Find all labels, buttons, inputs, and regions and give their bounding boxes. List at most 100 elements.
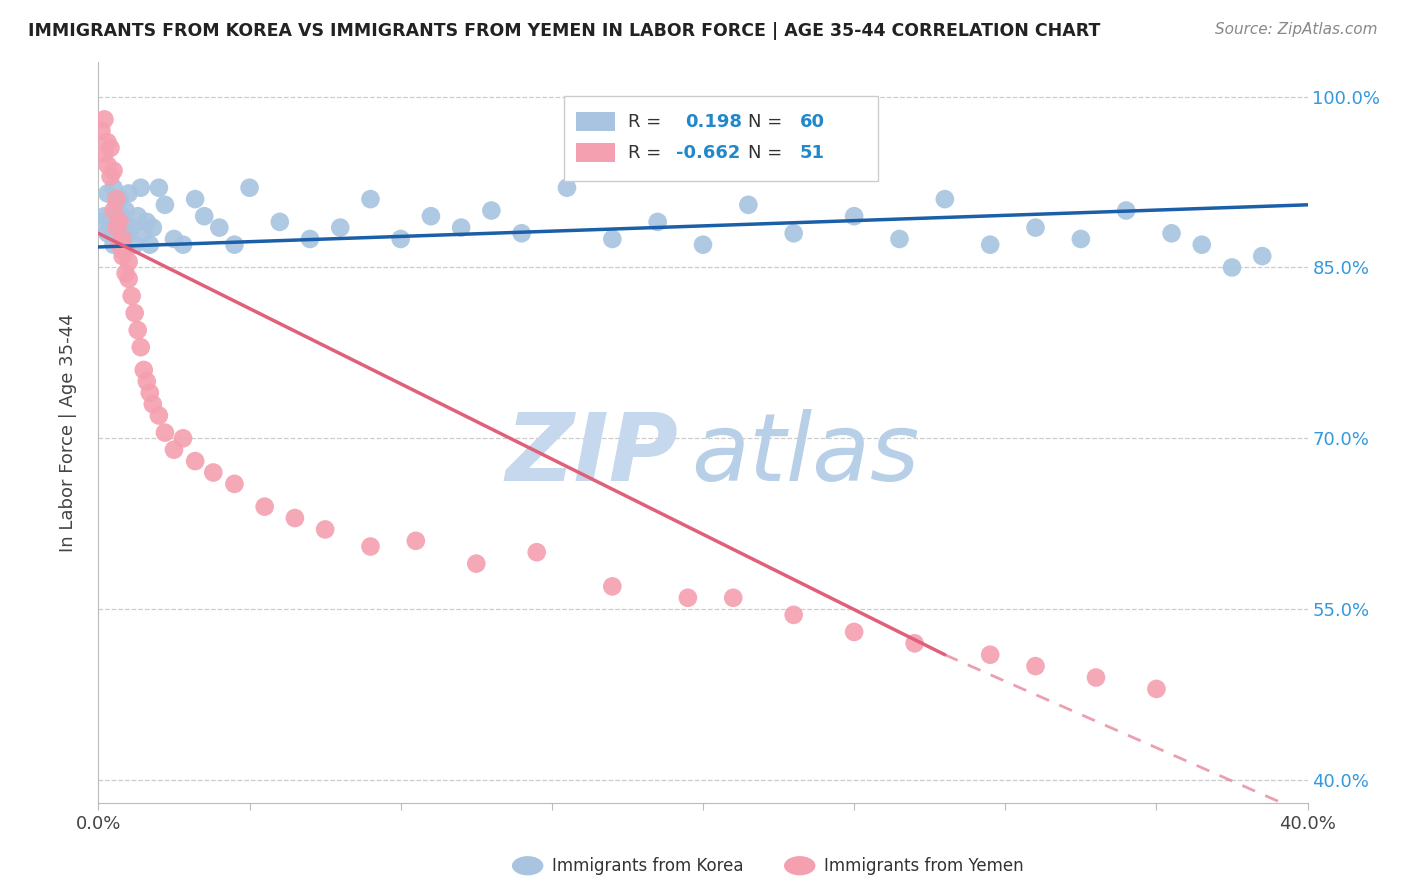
Point xyxy=(96,186,118,201)
Text: atlas: atlas xyxy=(690,409,920,500)
Point xyxy=(114,244,136,258)
Point xyxy=(90,124,112,138)
Point xyxy=(108,215,131,229)
Point xyxy=(904,636,927,650)
Point xyxy=(481,203,503,218)
Point xyxy=(783,607,806,622)
Point xyxy=(111,209,134,223)
Text: 60: 60 xyxy=(800,112,825,130)
Point xyxy=(163,232,186,246)
Point xyxy=(124,237,146,252)
Point xyxy=(108,232,131,246)
Point xyxy=(1191,237,1213,252)
Point xyxy=(692,237,714,252)
Point xyxy=(465,557,488,571)
Point xyxy=(127,323,149,337)
Point xyxy=(90,215,112,229)
Point xyxy=(142,220,165,235)
Point xyxy=(737,198,759,212)
Point xyxy=(129,340,152,354)
Point xyxy=(193,209,215,223)
Point xyxy=(93,112,115,127)
Point xyxy=(121,220,143,235)
Bar xyxy=(576,112,614,131)
Text: R =: R = xyxy=(628,144,661,161)
Point xyxy=(172,431,194,445)
Point xyxy=(1115,203,1137,218)
Point xyxy=(184,454,207,468)
Point xyxy=(114,220,136,235)
Point xyxy=(105,192,128,206)
Point xyxy=(100,169,122,184)
Point xyxy=(132,227,155,241)
Point xyxy=(132,363,155,377)
Point xyxy=(314,523,336,537)
Point xyxy=(934,192,956,206)
Point xyxy=(979,648,1001,662)
Text: IMMIGRANTS FROM KOREA VS IMMIGRANTS FROM YEMEN IN LABOR FORCE | AGE 35-44 CORREL: IMMIGRANTS FROM KOREA VS IMMIGRANTS FROM… xyxy=(28,22,1101,40)
Point xyxy=(100,220,122,235)
FancyBboxPatch shape xyxy=(564,95,879,181)
Point xyxy=(405,533,427,548)
Point xyxy=(647,215,669,229)
Point xyxy=(121,289,143,303)
Point xyxy=(139,385,162,400)
Point xyxy=(360,540,382,554)
Text: N =: N = xyxy=(748,144,782,161)
Circle shape xyxy=(785,856,815,875)
Point xyxy=(420,209,443,223)
Point xyxy=(148,409,170,423)
Point xyxy=(172,237,194,252)
Point xyxy=(114,203,136,218)
Point xyxy=(114,266,136,280)
Point xyxy=(253,500,276,514)
Point xyxy=(103,203,125,218)
Point xyxy=(723,591,745,605)
Point xyxy=(202,466,225,480)
Point xyxy=(93,209,115,223)
Point xyxy=(329,220,352,235)
Point xyxy=(108,192,131,206)
Point xyxy=(163,442,186,457)
Point xyxy=(1085,671,1108,685)
Point xyxy=(1220,260,1243,275)
Point xyxy=(118,227,141,241)
Point xyxy=(100,141,122,155)
Point xyxy=(224,476,246,491)
Text: 51: 51 xyxy=(800,144,825,161)
Point xyxy=(555,180,578,194)
Circle shape xyxy=(512,856,543,875)
Point xyxy=(239,180,262,194)
Text: Source: ZipAtlas.com: Source: ZipAtlas.com xyxy=(1215,22,1378,37)
Text: Immigrants from Korea: Immigrants from Korea xyxy=(551,856,744,875)
Point xyxy=(889,232,911,246)
Point xyxy=(96,227,118,241)
Point xyxy=(1070,232,1092,246)
Point xyxy=(1024,659,1046,673)
Point xyxy=(602,232,624,246)
Point xyxy=(118,272,141,286)
Point xyxy=(103,180,125,194)
Point xyxy=(844,624,866,639)
Point xyxy=(224,237,246,252)
Point xyxy=(103,237,125,252)
Point xyxy=(676,591,699,605)
Bar xyxy=(576,143,614,162)
Text: Immigrants from Yemen: Immigrants from Yemen xyxy=(824,856,1024,875)
Point xyxy=(153,425,176,440)
Point xyxy=(208,220,231,235)
Point xyxy=(118,186,141,201)
Point xyxy=(602,579,624,593)
Point xyxy=(105,198,128,212)
Point xyxy=(93,146,115,161)
Point xyxy=(96,135,118,149)
Text: -0.662: -0.662 xyxy=(676,144,741,161)
Point xyxy=(284,511,307,525)
Point xyxy=(184,192,207,206)
Text: 0.198: 0.198 xyxy=(685,112,742,130)
Point xyxy=(135,375,157,389)
Point xyxy=(783,227,806,241)
Point xyxy=(1160,227,1182,241)
Point xyxy=(111,232,134,246)
Point xyxy=(142,397,165,411)
